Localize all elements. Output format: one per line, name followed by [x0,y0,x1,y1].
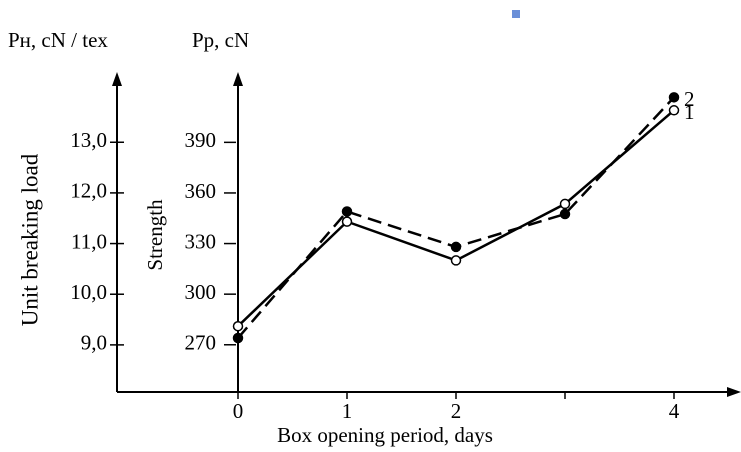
data-point [668,105,680,116]
y2-tick-label: 390 [185,128,217,152]
data-point [559,198,571,210]
y2-axis-label: Strength [143,199,167,271]
arrow [112,72,122,86]
y2-tick-label: 270 [185,331,217,355]
data-point [341,206,353,217]
data-point [232,332,244,344]
series-label: 2 [684,87,695,111]
data-point [232,320,244,332]
y2-tick-label: 360 [185,179,217,203]
x-tick-label: 0 [233,399,244,423]
y-axis-symbol: Pн, cN / tex [8,28,108,52]
data-point [341,216,353,227]
series-line [237,96,675,339]
y2-tick-label: 300 [185,280,217,304]
x-tick-label: 1 [342,399,353,423]
y-tick-label: 12,0 [70,179,107,203]
y-axis-label: Unit breaking load [17,153,42,326]
y2-tick-label: 330 [185,229,217,253]
data-point [450,255,462,266]
arrow [727,387,741,397]
y2-axis-symbol: Pр, cN [192,28,249,52]
marker-square [512,10,520,18]
x-tick-label: 2 [451,399,462,423]
series-line [237,109,675,328]
data-point [668,92,680,103]
x-tick-label: 4 [669,399,680,423]
y-tick-label: 9,0 [81,331,107,355]
series-label: 1 [684,100,695,124]
y-tick-label: 13,0 [70,128,107,152]
arrow [233,72,243,86]
y-tick-label: 11,0 [71,229,107,253]
y-tick-label: 10,0 [70,280,107,304]
data-point [450,241,462,253]
data-point [559,208,571,220]
x-axis-label: Box opening period, days [277,423,493,447]
